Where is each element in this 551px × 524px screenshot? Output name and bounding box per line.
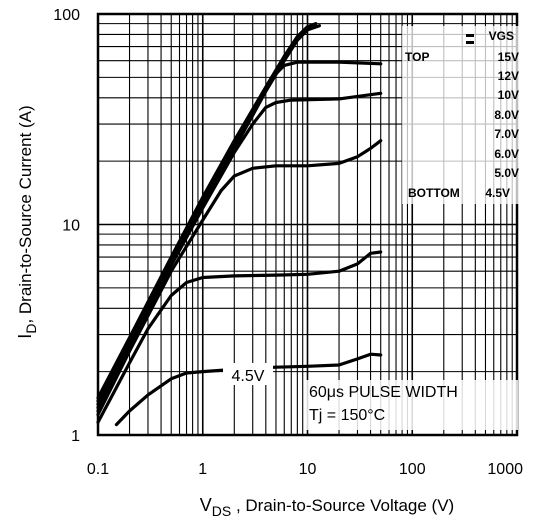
legend-entry-5v: 5.0V (494, 166, 519, 180)
x-tick-label: 10 (299, 461, 317, 478)
series-line-5-0v (96, 250, 383, 424)
y-tick-label: 1 (71, 428, 80, 445)
y-tick-labels: 1 10 100 (53, 7, 80, 445)
series-line-8-0v (96, 60, 383, 410)
x-tick-label: 0.1 (87, 461, 109, 478)
y-tick-label: 10 (62, 218, 80, 235)
legend-entry-10v: 10V (498, 88, 519, 102)
note-background (306, 380, 518, 430)
legend-entry-8v: 8.0V (494, 108, 519, 122)
legend-bottom-label: BOTTOM (408, 186, 460, 200)
legend-entry-7v: 7.0V (494, 127, 519, 141)
x-axis-title: VDS , Drain-to-Source Voltage (V) (200, 495, 454, 519)
x-axis-title-sub: DS (212, 503, 231, 519)
legend-header: VGS (489, 29, 514, 43)
y-axis-title-sub: D (23, 324, 39, 334)
curve-label-background (223, 363, 273, 385)
junction-temp-note: Tj = 150°C (309, 407, 385, 424)
x-axis-title-rest: , Drain-to-Source Voltage (V) (231, 496, 454, 515)
legend-entry-12v: 12V (498, 69, 519, 83)
legend-marker (466, 41, 474, 44)
curve-layer (96, 22, 383, 427)
legend-entry-15v: 15V (498, 50, 519, 64)
pulse-width-note: 60μs PULSE WIDTH (309, 384, 458, 401)
x-tick-label: 100 (399, 461, 426, 478)
legend-entry-4-5v: 4.5V (485, 186, 510, 200)
curve-label-4-5v: 4.5V (232, 368, 265, 385)
x-tick-label: 1000 (487, 461, 523, 478)
y-axis-title: ID, Drain-to-Source Current (A) (15, 105, 39, 338)
legend-top-label: TOP (405, 50, 429, 64)
x-tick-label: 1 (198, 461, 207, 478)
legend-background (402, 26, 520, 204)
y-axis-title-main: I (15, 334, 35, 339)
x-axis-title-main: V (200, 495, 212, 515)
y-tick-label: 100 (53, 7, 80, 24)
plot-frame (96, 12, 519, 437)
legend-entry-6v: 6.0V (494, 147, 519, 161)
x-tick-labels: 0.1 1 10 100 1000 (87, 461, 523, 478)
legend: VGS TOP 15V 12V 10V 8.0V 7.0V 6.0V 5.0V … (402, 26, 520, 204)
legend-marker (466, 34, 474, 37)
y-axis-title-rest: , Drain-to-Source Current (A) (16, 105, 35, 323)
series-line-7-0v (96, 91, 383, 413)
series-line-6-0v (96, 139, 383, 417)
